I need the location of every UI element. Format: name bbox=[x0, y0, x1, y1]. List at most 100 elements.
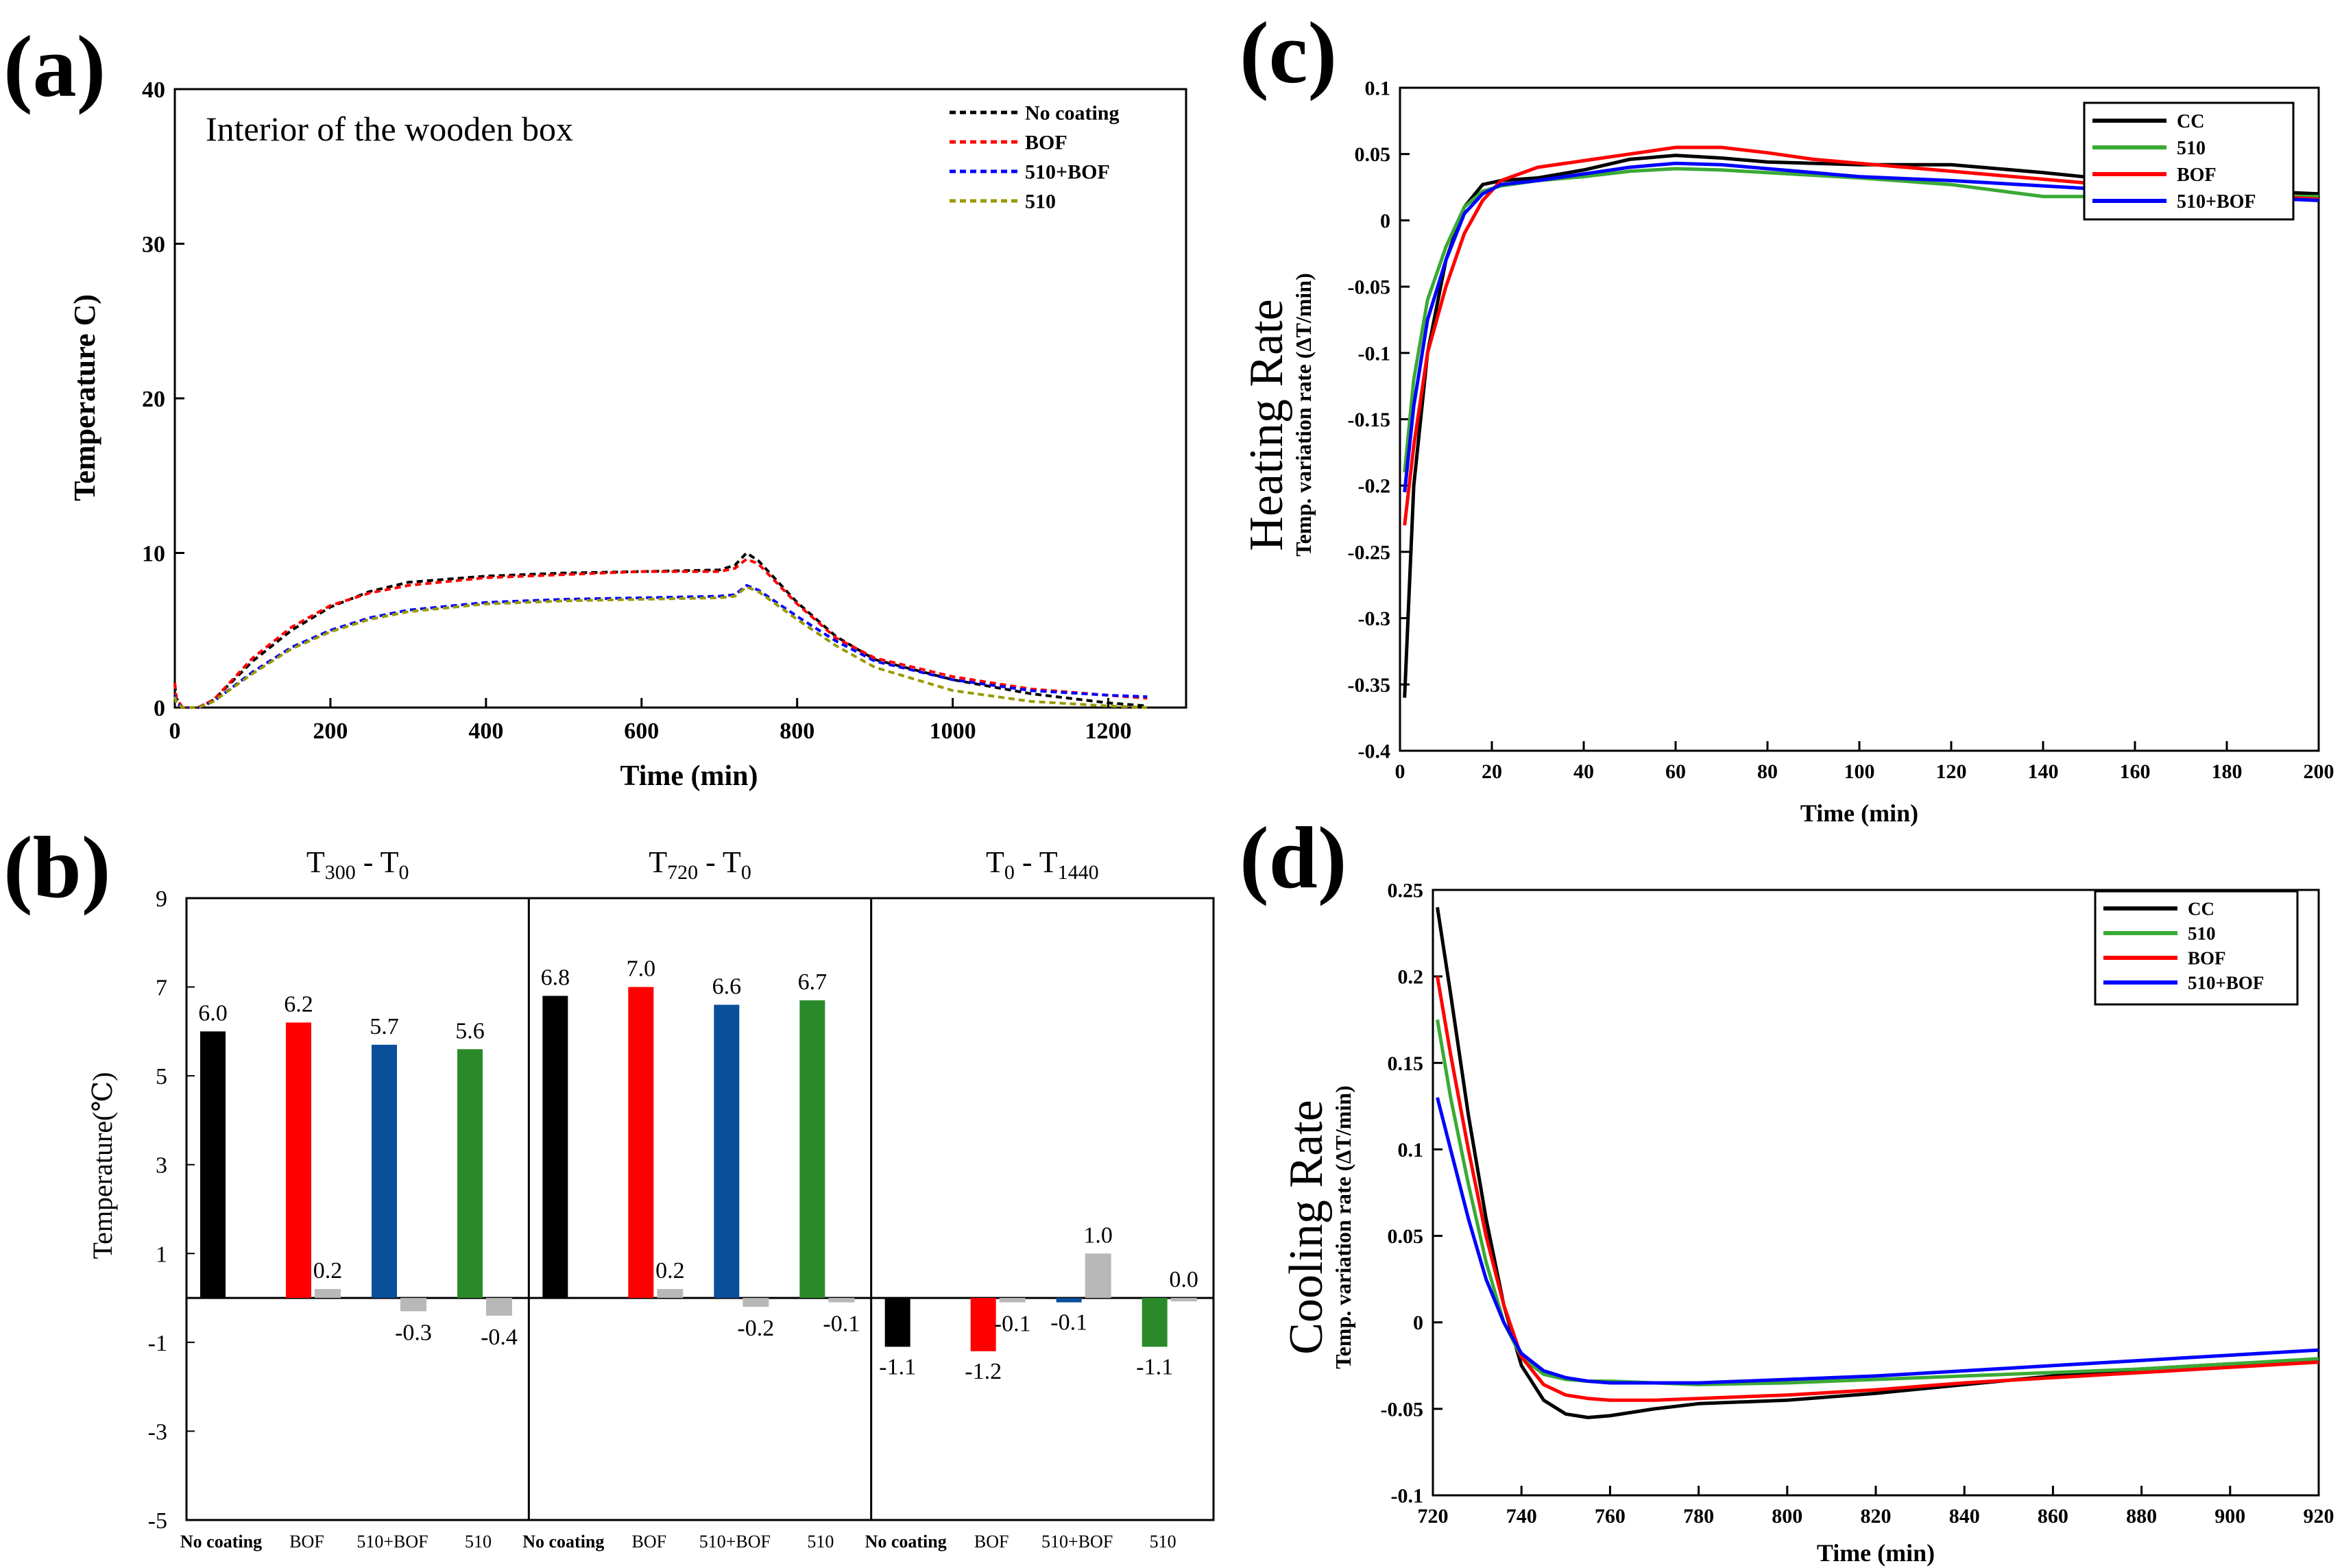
diff-bar bbox=[743, 1298, 769, 1307]
y-tick-label: -0.1 bbox=[1358, 342, 1391, 365]
x-tick-label: 820 bbox=[1861, 1505, 1892, 1528]
y-tick-label: 5 bbox=[156, 1064, 167, 1089]
legend-label: CC bbox=[2188, 898, 2214, 919]
y-tick-label: 0.05 bbox=[1355, 143, 1391, 166]
y-tick-label: 0.25 bbox=[1388, 880, 1424, 902]
diff-value-label: -0.1 bbox=[823, 1312, 860, 1337]
x-tick-label: 60 bbox=[1665, 760, 1686, 783]
legend-label: CC bbox=[2177, 111, 2204, 132]
chart-d-ylabel-sub: Temp. variation rate (ΔT/min) bbox=[1331, 1085, 1355, 1369]
panel-c-tag: (c) bbox=[1240, 4, 1337, 101]
series-line-bof bbox=[1403, 145, 2319, 526]
y-tick-label: 9 bbox=[156, 886, 167, 912]
x-tick-label: 740 bbox=[1506, 1505, 1537, 1528]
group-title-part: 300 bbox=[325, 861, 356, 884]
chart-c-xlabel: Time (min) bbox=[1800, 799, 1918, 827]
category-label: No coating bbox=[865, 1532, 947, 1552]
category-label: BOF bbox=[974, 1532, 1009, 1552]
y-tick-label: 0.05 bbox=[1388, 1225, 1424, 1248]
category-label: 510 bbox=[807, 1532, 834, 1552]
chart-c-ylabel-sub: Temp. variation rate (ΔT/min) bbox=[1291, 273, 1316, 557]
x-tick-label: 720 bbox=[1418, 1505, 1449, 1528]
y-tick-label: -0.05 bbox=[1348, 276, 1391, 299]
bar-value-label: 5.6 bbox=[455, 1018, 485, 1044]
bar bbox=[1142, 1298, 1168, 1347]
y-tick-label: 30 bbox=[142, 232, 165, 257]
plot-frame-b bbox=[185, 897, 1215, 1521]
category-label: 510 bbox=[465, 1532, 492, 1552]
series-line-cc bbox=[1403, 154, 2319, 698]
diff-value-label: -0.2 bbox=[737, 1316, 774, 1341]
y-tick-label: -1 bbox=[148, 1331, 167, 1356]
group-title-part: 720 bbox=[667, 861, 698, 884]
panel-a-line-chart: Interior of the wooden box Time (min) Te… bbox=[68, 77, 1187, 792]
chart-d-ylabel-main: Cooling Rate bbox=[1280, 1100, 1333, 1354]
diff-value-label: 0.0 bbox=[1169, 1267, 1198, 1292]
diff-bar bbox=[657, 1289, 684, 1299]
legend-label: BOF bbox=[1025, 132, 1067, 154]
panel-c-line-chart: Time (min) Heating Rate Temp. variation … bbox=[1240, 77, 2334, 828]
y-tick-label: 0 bbox=[154, 696, 165, 721]
x-tick-label: 1000 bbox=[930, 719, 976, 744]
bar bbox=[628, 987, 654, 1299]
y-tick-label: 20 bbox=[142, 387, 165, 412]
diff-value-label: 1.0 bbox=[1083, 1222, 1113, 1248]
chart-a-xlabel: Time (min) bbox=[620, 760, 758, 792]
x-tick-label: 800 bbox=[1772, 1505, 1802, 1528]
series-line-bof bbox=[1436, 976, 2319, 1402]
diff-bar bbox=[828, 1298, 855, 1303]
x-tick-label: 780 bbox=[1683, 1505, 1714, 1528]
group-title: T0 - T1440 bbox=[986, 845, 1099, 884]
y-tick-label: -0.4 bbox=[1358, 740, 1391, 763]
diff-bar bbox=[315, 1289, 341, 1299]
diff-value-label: 0.2 bbox=[313, 1258, 343, 1283]
category-label: No coating bbox=[180, 1532, 262, 1552]
y-tick-label: 40 bbox=[142, 77, 165, 103]
x-tick-label: 880 bbox=[2126, 1505, 2157, 1528]
x-tick-label: 800 bbox=[780, 719, 814, 744]
x-tick-label: 40 bbox=[1573, 760, 1594, 783]
series-line-510-bof bbox=[1403, 161, 2319, 493]
y-tick-label: -0.35 bbox=[1348, 674, 1391, 697]
y-tick-label: 0.2 bbox=[1398, 966, 1424, 989]
group-title: T720 - T0 bbox=[649, 845, 751, 884]
x-tick-label: 900 bbox=[2214, 1505, 2245, 1528]
x-tick-label: 200 bbox=[313, 719, 348, 744]
y-tick-label: 10 bbox=[142, 541, 165, 566]
bar-value-label: 6.8 bbox=[541, 965, 570, 991]
chart-a-title: Interior of the wooden box bbox=[206, 110, 573, 148]
chart-b-ylabel: Temperature(℃) bbox=[87, 1072, 118, 1259]
x-tick-label: 140 bbox=[2028, 760, 2059, 783]
x-tick-label: 20 bbox=[1482, 760, 1502, 783]
legend-label: 510+BOF bbox=[2177, 191, 2256, 213]
group-title: T300 - T0 bbox=[306, 845, 409, 884]
bar bbox=[542, 996, 568, 1299]
group-title-part: 0 bbox=[398, 861, 409, 884]
y-tick-label: -0.3 bbox=[1358, 607, 1391, 630]
x-tick-label: 400 bbox=[468, 719, 503, 744]
bar-value-label: -1.1 bbox=[879, 1354, 916, 1379]
x-tick-label: 0 bbox=[169, 719, 181, 744]
y-tick-label: 0 bbox=[1380, 210, 1390, 232]
chart-c-ylabel-main: Heating Rate bbox=[1240, 299, 1293, 551]
series-line-510-bof bbox=[173, 583, 1148, 709]
legend-label: 510 bbox=[2177, 138, 2206, 159]
diff-value-label: -0.3 bbox=[395, 1320, 432, 1346]
x-tick-label: 860 bbox=[2038, 1505, 2068, 1528]
panel-d-tag: (d) bbox=[1240, 809, 1347, 906]
bar-value-label: 7.0 bbox=[627, 956, 656, 982]
bar-value-label: 6.6 bbox=[712, 974, 742, 999]
y-tick-label: 0.15 bbox=[1388, 1052, 1424, 1075]
diff-value-label: -0.4 bbox=[481, 1325, 518, 1350]
y-tick-label: 0.1 bbox=[1398, 1139, 1424, 1161]
series-line-510 bbox=[173, 586, 1148, 709]
bar bbox=[1056, 1298, 1082, 1303]
y-tick-label: -0.1 bbox=[1391, 1485, 1424, 1508]
diff-bar bbox=[1170, 1298, 1197, 1302]
bar bbox=[970, 1298, 996, 1351]
legend-label: 510 bbox=[1025, 191, 1056, 213]
x-tick-label: 160 bbox=[2120, 760, 2151, 783]
diff-bar bbox=[1085, 1253, 1111, 1299]
